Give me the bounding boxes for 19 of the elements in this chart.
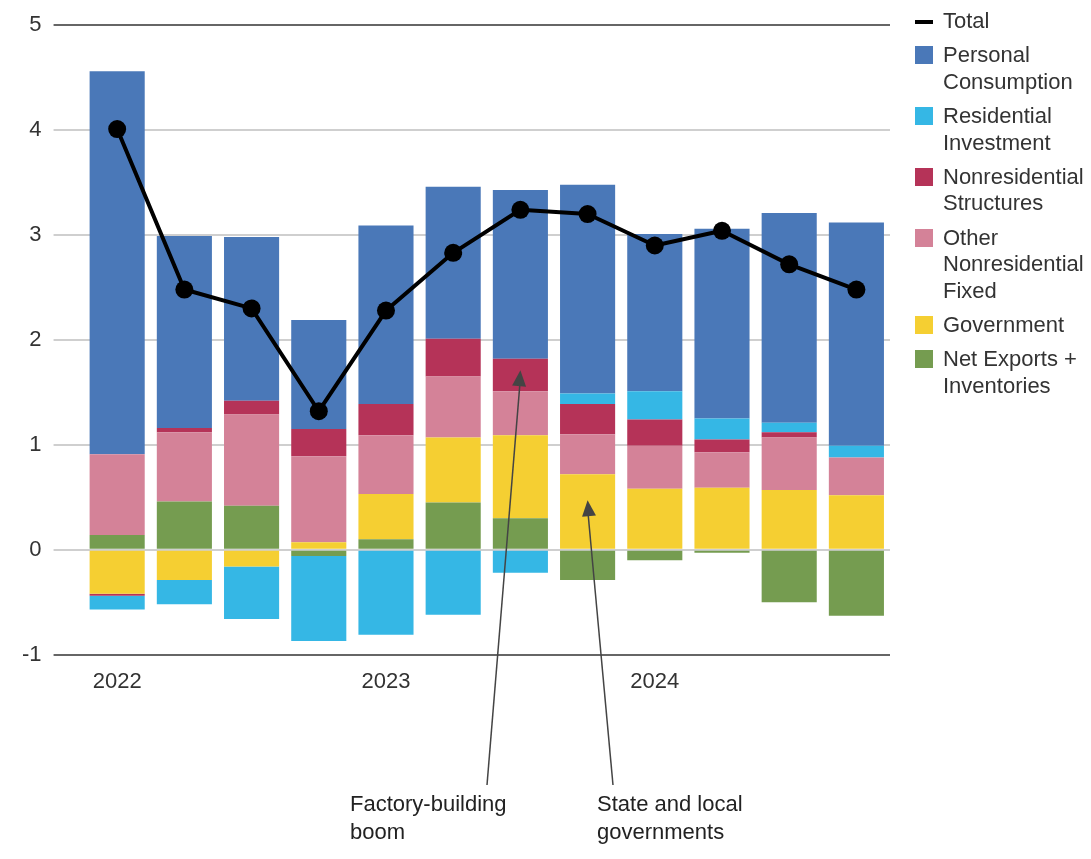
legend-label: Government [943, 311, 1065, 339]
legend-label: Personal Consumption [943, 42, 1074, 96]
text: Factory-building boom [350, 790, 508, 845]
legend-label: Net Exports + Inventories [943, 346, 1078, 400]
legend-label: Other Nonresidential Fixed [943, 224, 1085, 304]
y-tick-label: 0 [29, 535, 42, 561]
y-tick-label: 4 [29, 116, 42, 142]
x-tick-label: 2023 [361, 667, 411, 693]
y-tick-label: 2 [29, 325, 42, 351]
y-tick-label: 3 [29, 221, 42, 247]
text: State and local governments [597, 790, 744, 845]
y-tick-label: 5 [29, 11, 42, 37]
legend-label: Residential Investment [943, 103, 1053, 156]
x-tick-label: 2022 [92, 667, 142, 693]
y-tick-label: 1 [29, 430, 42, 456]
legend-label: Total [943, 8, 990, 35]
x-tick-label: 2024 [630, 667, 680, 693]
legend-label: Nonresidential Structures [943, 163, 1085, 217]
y-tick-label: -1 [22, 640, 42, 666]
